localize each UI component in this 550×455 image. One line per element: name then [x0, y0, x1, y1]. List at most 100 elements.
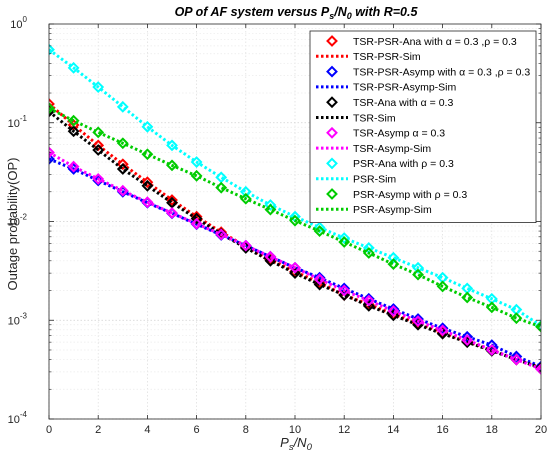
data-point: [49, 153, 55, 165]
data-point: [412, 261, 424, 274]
legend-marker-swatch: [326, 126, 338, 139]
x-axis-label: Ps/N0: [280, 435, 312, 453]
legend-label: TSR-PSR-Sim: [353, 51, 421, 63]
y-tick-label: 10-3: [8, 311, 28, 327]
legend-entry-8: PSR-Ana with ρ = 0.3: [326, 157, 454, 170]
legend-label: PSR-Asymp-Sim: [353, 204, 432, 216]
legend-label: TSR-Sim: [353, 112, 396, 124]
data-point: [190, 169, 203, 182]
series-line: [49, 106, 541, 329]
chart-title: OP of AF system versus Ps/N0 with R=0.5: [175, 5, 419, 21]
series-line: [49, 48, 541, 327]
legend-entry-6: TSR-Asymp α = 0.3: [326, 126, 445, 140]
x-tick-label: 12: [338, 424, 350, 436]
legend-marker-swatch: [326, 188, 338, 200]
legend-box: [309, 30, 537, 224]
data-point: [67, 160, 80, 173]
data-point: [49, 98, 55, 110]
data-point: [239, 185, 252, 198]
data-point: [338, 282, 351, 295]
legend-label: TSR-Asymp-Sim: [353, 143, 431, 155]
data-point: [92, 172, 105, 185]
data-point: [166, 207, 178, 219]
x-tick-label: 6: [194, 424, 200, 436]
data-point: [92, 144, 105, 156]
series-11: [49, 106, 541, 329]
legend-entry-3: TSR-PSR-Asymp-Sim: [316, 82, 457, 94]
data-point: [92, 81, 105, 93]
data-point: [264, 199, 277, 211]
y-tick-label: 100: [10, 15, 27, 31]
y-tick-label: 10-1: [8, 114, 28, 130]
legend-entry-7: TSR-Asymp-Sim: [316, 143, 431, 155]
series-group: [49, 43, 541, 376]
x-tick-label: 8: [243, 424, 249, 436]
data-point: [49, 43, 55, 56]
data-point: [338, 284, 351, 297]
legend-label: TSR-PSR-Asymp with α = 0.3 ,ρ = 0.3: [353, 66, 530, 78]
data-point: [49, 146, 55, 159]
y-tick-base: 10: [8, 414, 20, 426]
legend-entry-0: TSR-PSR-Ana with α = 0.3 ,ρ = 0.3: [326, 35, 517, 48]
title-part-1: s: [329, 11, 334, 21]
legend-label: TSR-Asymp α = 0.3: [353, 128, 445, 140]
legend-entry-2: TSR-PSR-Asymp with α = 0.3 ,ρ = 0.3: [326, 65, 530, 78]
data-point: [116, 137, 129, 150]
title-part-4: with R=0.5: [352, 5, 419, 19]
y-tick-base: 10: [10, 19, 22, 31]
data-point: [190, 212, 203, 225]
data-point: [412, 313, 424, 325]
series-9: [49, 48, 541, 327]
title-part-3: 0: [347, 11, 352, 21]
series-7: [49, 151, 541, 371]
legend-label: PSR-Asymp with ρ = 0.3: [353, 189, 467, 201]
legend-marker-swatch: [326, 157, 338, 170]
legend-entry-9: PSR-Sim: [316, 174, 396, 186]
data-point: [412, 315, 424, 328]
data-point: [387, 258, 400, 271]
series-line: [49, 157, 541, 368]
x-tick-label: 16: [436, 424, 448, 436]
y-tick-label: 10-4: [8, 410, 28, 426]
data-point: [239, 239, 252, 252]
data-point: [67, 125, 80, 138]
data-point: [510, 312, 523, 325]
x-tick-label: 2: [95, 424, 101, 436]
y-tick-base: 10: [8, 315, 20, 327]
data-point: [362, 247, 375, 259]
series-3: [49, 157, 541, 368]
legend-marker-swatch: [326, 96, 338, 109]
legend: TSR-PSR-Ana with α = 0.3 ,ρ = 0.3 TSR-PSR…: [309, 30, 537, 224]
x-tick-label: 4: [144, 424, 150, 436]
x-tick-label: 20: [535, 424, 547, 436]
y-tick-base: 10: [8, 118, 20, 130]
x-tick-label: 10: [289, 424, 301, 436]
data-point: [362, 294, 375, 307]
legend-marker-swatch: [326, 65, 338, 78]
y-tick-exp: -1: [20, 114, 28, 123]
data-point: [190, 210, 203, 223]
x-tick-label: 14: [387, 424, 399, 436]
data-point: [535, 363, 541, 376]
xlabel-part-3: 0: [307, 442, 313, 453]
y-axis-label: Outage probability(OP): [5, 158, 20, 291]
data-point: [436, 280, 449, 293]
data-point: [289, 261, 301, 274]
data-point: [67, 114, 80, 127]
legend-entry-4: TSR-Ana with α = 0.3: [326, 96, 453, 109]
data-point: [313, 278, 326, 291]
y-tick-exp: -3: [20, 311, 28, 320]
data-point: [166, 139, 178, 152]
legend-marker-swatch: [326, 35, 338, 47]
legend-label: TSR-Ana with α = 0.3: [353, 97, 453, 109]
data-point: [49, 102, 55, 115]
y-tick-base: 10: [8, 217, 20, 229]
data-point: [338, 232, 351, 244]
y-tick-exp: -4: [20, 410, 28, 419]
series-line: [49, 151, 541, 371]
legend-entry-10: PSR-Asymp with ρ = 0.3: [326, 188, 467, 201]
xlabel-part-1: s: [289, 442, 294, 453]
x-tick-label: 18: [486, 424, 498, 436]
